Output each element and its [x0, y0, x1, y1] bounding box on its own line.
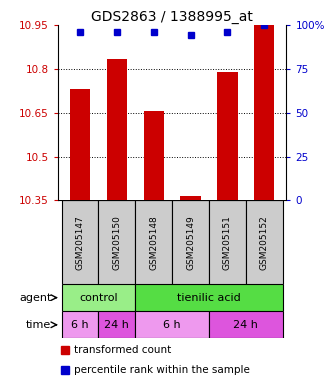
Bar — [135, 284, 283, 311]
Text: GSM205152: GSM205152 — [260, 215, 269, 270]
Bar — [180, 196, 201, 200]
Bar — [135, 200, 172, 284]
Text: 6 h: 6 h — [71, 320, 89, 330]
Bar — [62, 200, 98, 284]
Bar — [107, 59, 127, 200]
Text: 24 h: 24 h — [233, 320, 258, 330]
Bar — [172, 200, 209, 284]
Bar — [62, 311, 98, 338]
Text: GSM205150: GSM205150 — [112, 215, 121, 270]
Text: transformed count: transformed count — [74, 345, 171, 355]
Text: GSM205147: GSM205147 — [75, 215, 84, 270]
Bar — [246, 200, 283, 284]
Bar — [135, 311, 209, 338]
Text: time: time — [26, 320, 51, 330]
Bar — [98, 311, 135, 338]
Text: agent: agent — [19, 293, 51, 303]
Text: GSM205149: GSM205149 — [186, 215, 195, 270]
Bar — [254, 25, 274, 200]
Text: control: control — [79, 293, 118, 303]
Bar — [98, 200, 135, 284]
Bar — [209, 311, 283, 338]
Text: 6 h: 6 h — [163, 320, 181, 330]
Bar — [209, 200, 246, 284]
Text: percentile rank within the sample: percentile rank within the sample — [74, 365, 250, 375]
Text: tienilic acid: tienilic acid — [177, 293, 241, 303]
Text: 24 h: 24 h — [104, 320, 129, 330]
Bar — [62, 284, 135, 311]
Title: GDS2863 / 1388995_at: GDS2863 / 1388995_at — [91, 10, 253, 24]
Text: GSM205148: GSM205148 — [149, 215, 158, 270]
Text: GSM205151: GSM205151 — [223, 215, 232, 270]
Bar — [217, 72, 238, 200]
Bar — [70, 89, 90, 200]
Bar — [144, 111, 164, 200]
